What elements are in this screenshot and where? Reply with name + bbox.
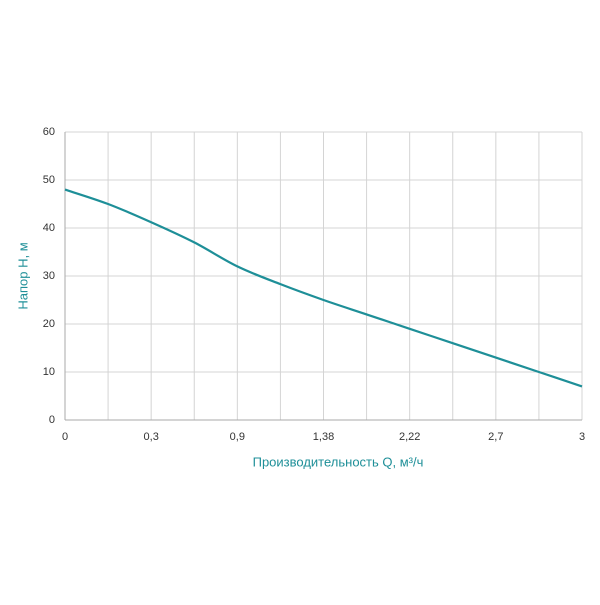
y-axis-title: Напор Н, м: [15, 242, 30, 309]
x-tick-label: 0,9: [230, 431, 245, 443]
x-tick-label: 3: [579, 431, 585, 443]
y-tick-label: 50: [43, 174, 55, 186]
x-tick-label: 0: [62, 431, 68, 443]
y-tick-label: 60: [43, 126, 55, 138]
y-tick-label: 40: [43, 222, 55, 234]
y-tick-label: 20: [43, 318, 55, 330]
y-tick-label: 10: [43, 366, 55, 378]
x-tick-label: 2,22: [399, 431, 420, 443]
y-tick-label: 0: [49, 414, 55, 426]
x-tick-label: 2,7: [488, 431, 503, 443]
curve: [64, 188, 583, 388]
x-tick-label: 1,38: [313, 431, 334, 443]
x-tick-label: 0,3: [144, 431, 159, 443]
y-tick-label: 30: [43, 270, 55, 282]
x-axis-title: Производительность Q, м³/ч: [253, 454, 424, 469]
